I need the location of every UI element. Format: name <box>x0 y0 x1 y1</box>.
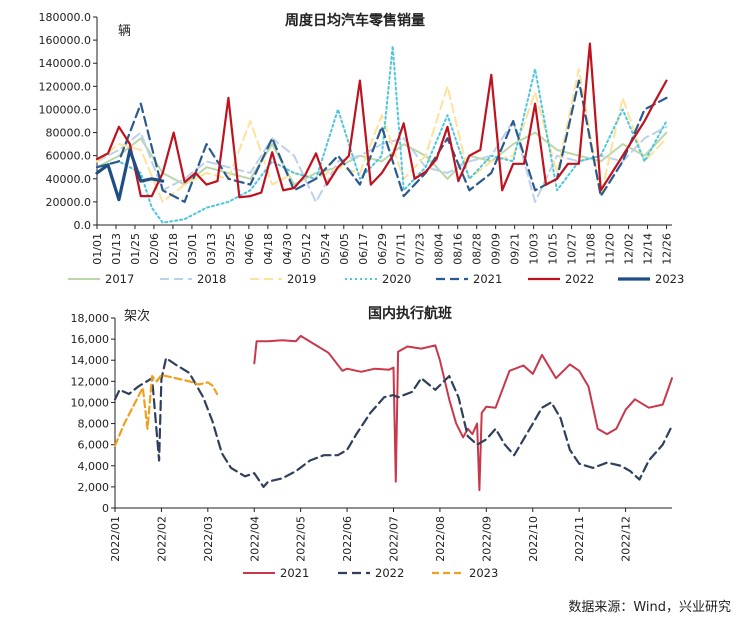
flights-chart-title: 国内执行航班 <box>368 305 452 322</box>
flights-y-tick-label: 14,000 <box>71 354 110 367</box>
flights-series-2022-line <box>113 357 674 488</box>
sales-x-tick-label: 04/18 <box>262 233 275 265</box>
flights-x-tick-label: 2022/06 <box>341 516 354 562</box>
sales-x-tick-label: 07/11 <box>395 233 408 265</box>
sales-y-tick-label: 80000.0 <box>46 127 92 140</box>
sales-x-tick-label: 10/15 <box>547 233 560 265</box>
sales-x-tick-label: 09/21 <box>509 233 522 265</box>
sales-series-2017-line <box>96 131 668 186</box>
sales-y-tick-label: 40000.0 <box>46 173 92 186</box>
sales-legend-label-2021: 2021 <box>473 272 502 286</box>
sales-x-tick-label: 03/01 <box>186 233 199 265</box>
flights-x-tick-label: 2022/01 <box>109 516 122 562</box>
flights-x-tick-label: 2022/05 <box>295 516 308 562</box>
flights-y-tick-label: 8,000 <box>78 418 110 431</box>
sales-series-2021-line <box>95 79 668 203</box>
sales-x-tick-label: 01/01 <box>91 233 104 265</box>
sales-x-tick-label: 11/20 <box>604 233 617 265</box>
sales-x-tick-label: 01/13 <box>110 233 123 265</box>
sales-y-tick-label: 120000.0 <box>39 80 92 93</box>
sales-x-tick-label: 04/30 <box>281 233 294 265</box>
flights-x-tick-label: 2022/10 <box>527 516 540 562</box>
sales-x-tick-label: 12/26 <box>661 233 674 265</box>
flights-y-tick-label: 10,000 <box>71 396 110 409</box>
sales-x-tick-label: 12/02 <box>623 233 636 265</box>
sales-x-tick-label: 12/14 <box>642 233 655 265</box>
sales-x-tick-label: 10/27 <box>566 233 579 265</box>
sales-x-tick-label: 07/23 <box>414 233 427 265</box>
sales-x-tick-label: 09/09 <box>490 233 503 265</box>
flights-x-tick-label: 2022/02 <box>155 516 168 562</box>
flights-legend-label-2023: 2023 <box>469 566 498 580</box>
flights-x-tick-label: 2022/09 <box>480 516 493 562</box>
sales-x-tick-label: 06/05 <box>338 233 351 265</box>
flights-y-tick-label: 18,000 <box>71 312 110 325</box>
sales-x-tick-label: 01/25 <box>129 233 142 265</box>
sales-x-tick-label: 10/03 <box>528 233 541 265</box>
sales-legend-label-2017: 2017 <box>105 272 134 286</box>
sales-unit-label: 辆 <box>118 24 131 39</box>
flights-x-tick-label: 2022/12 <box>620 516 633 562</box>
sales-x-tick-label: 08/28 <box>471 233 484 265</box>
flights-x-tick-label: 2022/07 <box>388 516 401 562</box>
sales-x-tick-label: 04/06 <box>243 233 256 265</box>
flights-x-tick-label: 2022/11 <box>573 516 586 562</box>
sales-x-tick-label: 03/13 <box>205 233 218 265</box>
sales-x-tick-label: 03/25 <box>224 233 237 265</box>
flights-x-tick-label: 2022/04 <box>248 516 261 562</box>
sales-y-tick-label: 160000.0 <box>39 34 92 47</box>
sales-series-2022-line <box>95 42 668 199</box>
sales-x-tick-label: 02/18 <box>167 233 180 265</box>
sales-x-tick-label: 02/06 <box>148 233 161 265</box>
sales-x-tick-label: 06/17 <box>357 233 370 265</box>
sales-legend-label-2022: 2022 <box>565 272 594 286</box>
sales-legend-label-2018: 2018 <box>197 272 226 286</box>
flights-legend-label-2022: 2022 <box>375 566 404 580</box>
sales-x-tick-label: 08/16 <box>452 233 465 265</box>
flights-unit-label: 架次 <box>124 308 150 324</box>
sales-x-tick-label: 11/08 <box>585 233 598 265</box>
sales-y-tick-label: 20000.0 <box>46 196 92 209</box>
sales-series-2019-line <box>96 68 668 203</box>
sales-y-tick-label: 100000.0 <box>39 103 92 116</box>
flights-y-tick-label: 6,000 <box>78 439 110 452</box>
sales-legend-label-2020: 2020 <box>382 272 411 286</box>
source-note: 数据来源：Wind，兴业研究 <box>568 600 731 615</box>
flights-y-tick-label: 4,000 <box>78 460 110 473</box>
sales-series-2020-line <box>96 44 668 224</box>
sales-y-tick-label: 60000.0 <box>46 150 92 163</box>
flights-x-tick-label: 2022/08 <box>434 516 447 562</box>
sales-x-tick-label: 08/04 <box>433 233 446 265</box>
flights-y-tick-label: 12,000 <box>71 375 110 388</box>
flights-legend-label-2021: 2021 <box>280 566 309 580</box>
sales-x-tick-label: 06/29 <box>376 233 389 265</box>
sales-x-tick-label: 05/12 <box>300 233 313 265</box>
sales-legend-label-2023: 2023 <box>655 272 684 286</box>
sales-legend-label-2019: 2019 <box>287 272 316 286</box>
sales-series-2023-line <box>95 148 165 202</box>
sales-y-tick-label: 140000.0 <box>39 57 92 70</box>
flights-y-tick-label: 16,000 <box>71 333 110 346</box>
sales-y-tick-label: 180000.0 <box>39 11 92 24</box>
flights-series-2023-line <box>113 373 219 447</box>
sales-series-2018-line <box>96 120 668 203</box>
flights-x-tick-label: 2022/03 <box>202 516 215 562</box>
flights-y-tick-label: 2,000 <box>78 481 110 494</box>
sales-chart-title: 周度日均汽车零售销量 <box>285 12 425 29</box>
sales-y-tick-label: 0.0 <box>74 219 92 232</box>
flights-y-tick-label: 0 <box>102 502 109 515</box>
sales-x-tick-label: 05/24 <box>319 233 332 265</box>
flights-series-2021-line <box>253 334 673 492</box>
